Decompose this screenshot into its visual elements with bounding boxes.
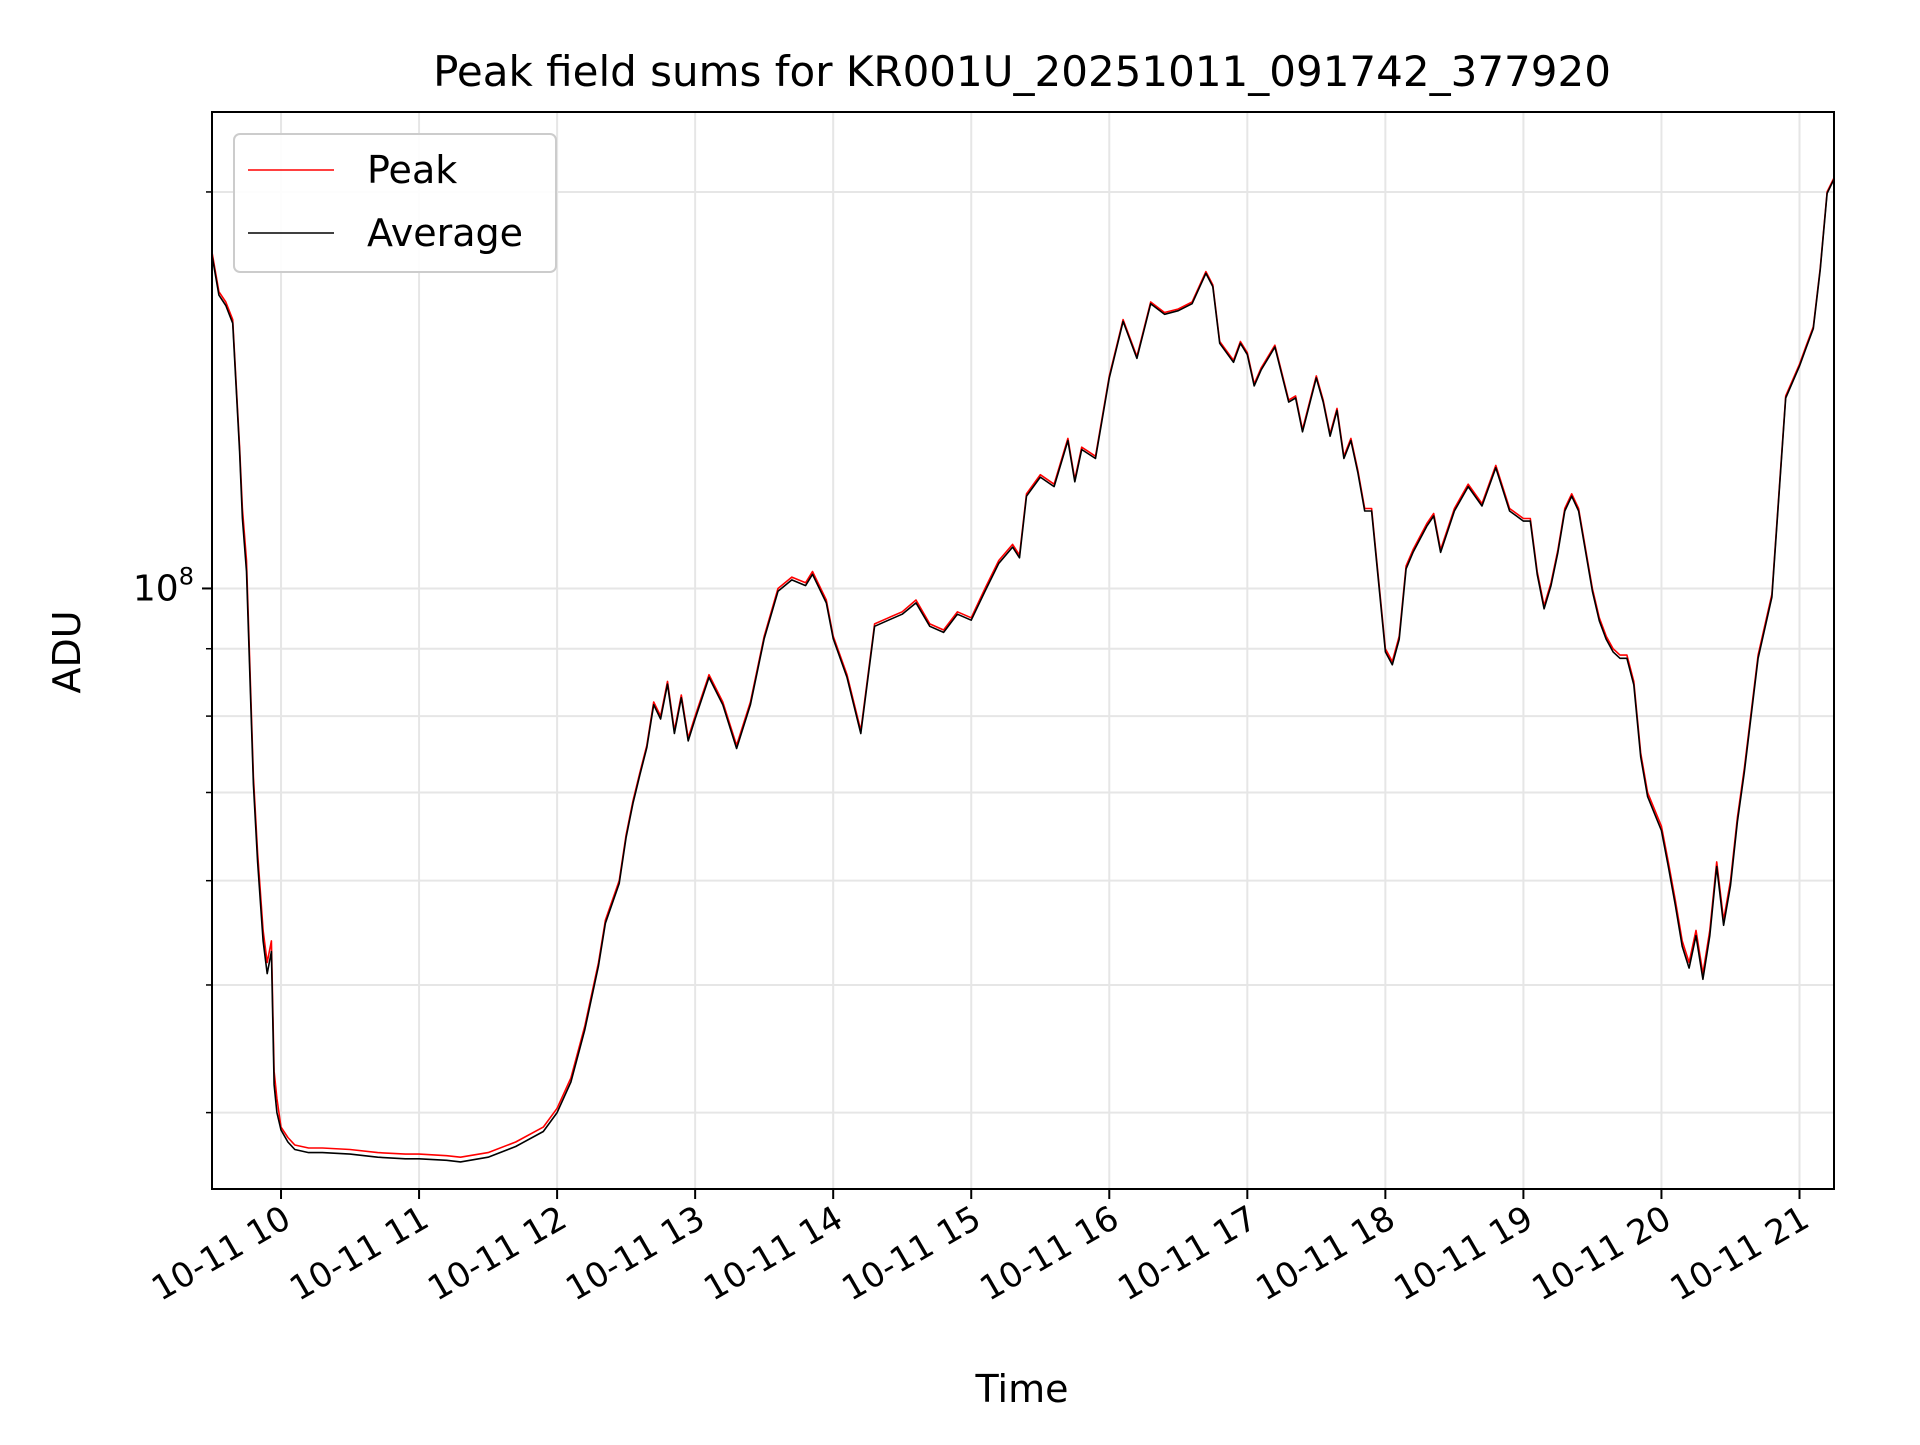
legend-label-peak: Peak (367, 148, 457, 192)
chart-title: Peak field sums for KR001U_20251011_0917… (433, 47, 1611, 96)
legend: Peak Average (234, 134, 556, 272)
x-axis-label: Time (975, 1367, 1069, 1411)
legend-label-average: Average (367, 211, 523, 255)
chart-svg: 10-11 1010-11 1110-11 1210-11 1310-11 14… (0, 0, 1920, 1440)
plot-background (212, 112, 1834, 1189)
y-axis-label: ADU (45, 610, 89, 693)
chart-root: 10-11 10 10-11 11 10-11 12 10-11 13 10-11 14… (0, 0, 1920, 1440)
